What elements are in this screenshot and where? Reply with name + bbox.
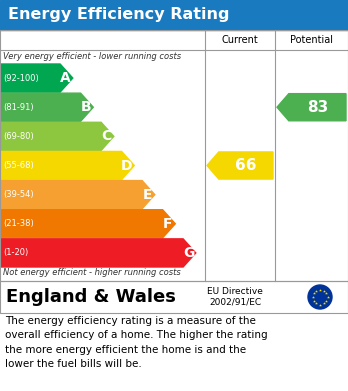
Polygon shape — [0, 93, 93, 121]
Polygon shape — [0, 239, 196, 267]
Text: E: E — [143, 188, 152, 202]
Text: (39-54): (39-54) — [3, 190, 34, 199]
Bar — [0, 281, 348, 313]
Text: Very energy efficient - lower running costs: Very energy efficient - lower running co… — [3, 52, 181, 61]
Polygon shape — [0, 181, 155, 209]
Text: (92-100): (92-100) — [3, 74, 39, 83]
Text: G: G — [183, 246, 194, 260]
Polygon shape — [0, 210, 175, 238]
Text: The energy efficiency rating is a measure of the
overall efficiency of a home. T: The energy efficiency rating is a measur… — [5, 316, 268, 369]
Text: Energy Efficiency Rating: Energy Efficiency Rating — [8, 7, 229, 23]
Text: Not energy efficient - higher running costs: Not energy efficient - higher running co… — [3, 268, 181, 277]
Text: Current: Current — [222, 35, 258, 45]
Text: Potential: Potential — [290, 35, 333, 45]
Circle shape — [308, 285, 332, 309]
Polygon shape — [207, 152, 273, 179]
Polygon shape — [0, 122, 114, 151]
Polygon shape — [0, 151, 134, 179]
Text: England & Wales: England & Wales — [6, 288, 176, 306]
Text: C: C — [101, 129, 112, 143]
Polygon shape — [0, 64, 73, 92]
Text: B: B — [81, 100, 91, 114]
Text: 66: 66 — [235, 158, 257, 173]
Bar — [0, 0, 348, 30]
Text: D: D — [121, 158, 133, 172]
Polygon shape — [277, 93, 346, 121]
Text: (55-68): (55-68) — [3, 161, 34, 170]
Text: EU Directive
2002/91/EC: EU Directive 2002/91/EC — [207, 287, 263, 307]
Text: (1-20): (1-20) — [3, 248, 28, 257]
Bar — [0, 30, 348, 281]
Text: 83: 83 — [307, 100, 328, 115]
Text: (21-38): (21-38) — [3, 219, 34, 228]
Text: (81-91): (81-91) — [3, 103, 34, 112]
Text: (69-80): (69-80) — [3, 132, 34, 141]
Text: F: F — [163, 217, 173, 231]
Text: A: A — [60, 71, 71, 85]
